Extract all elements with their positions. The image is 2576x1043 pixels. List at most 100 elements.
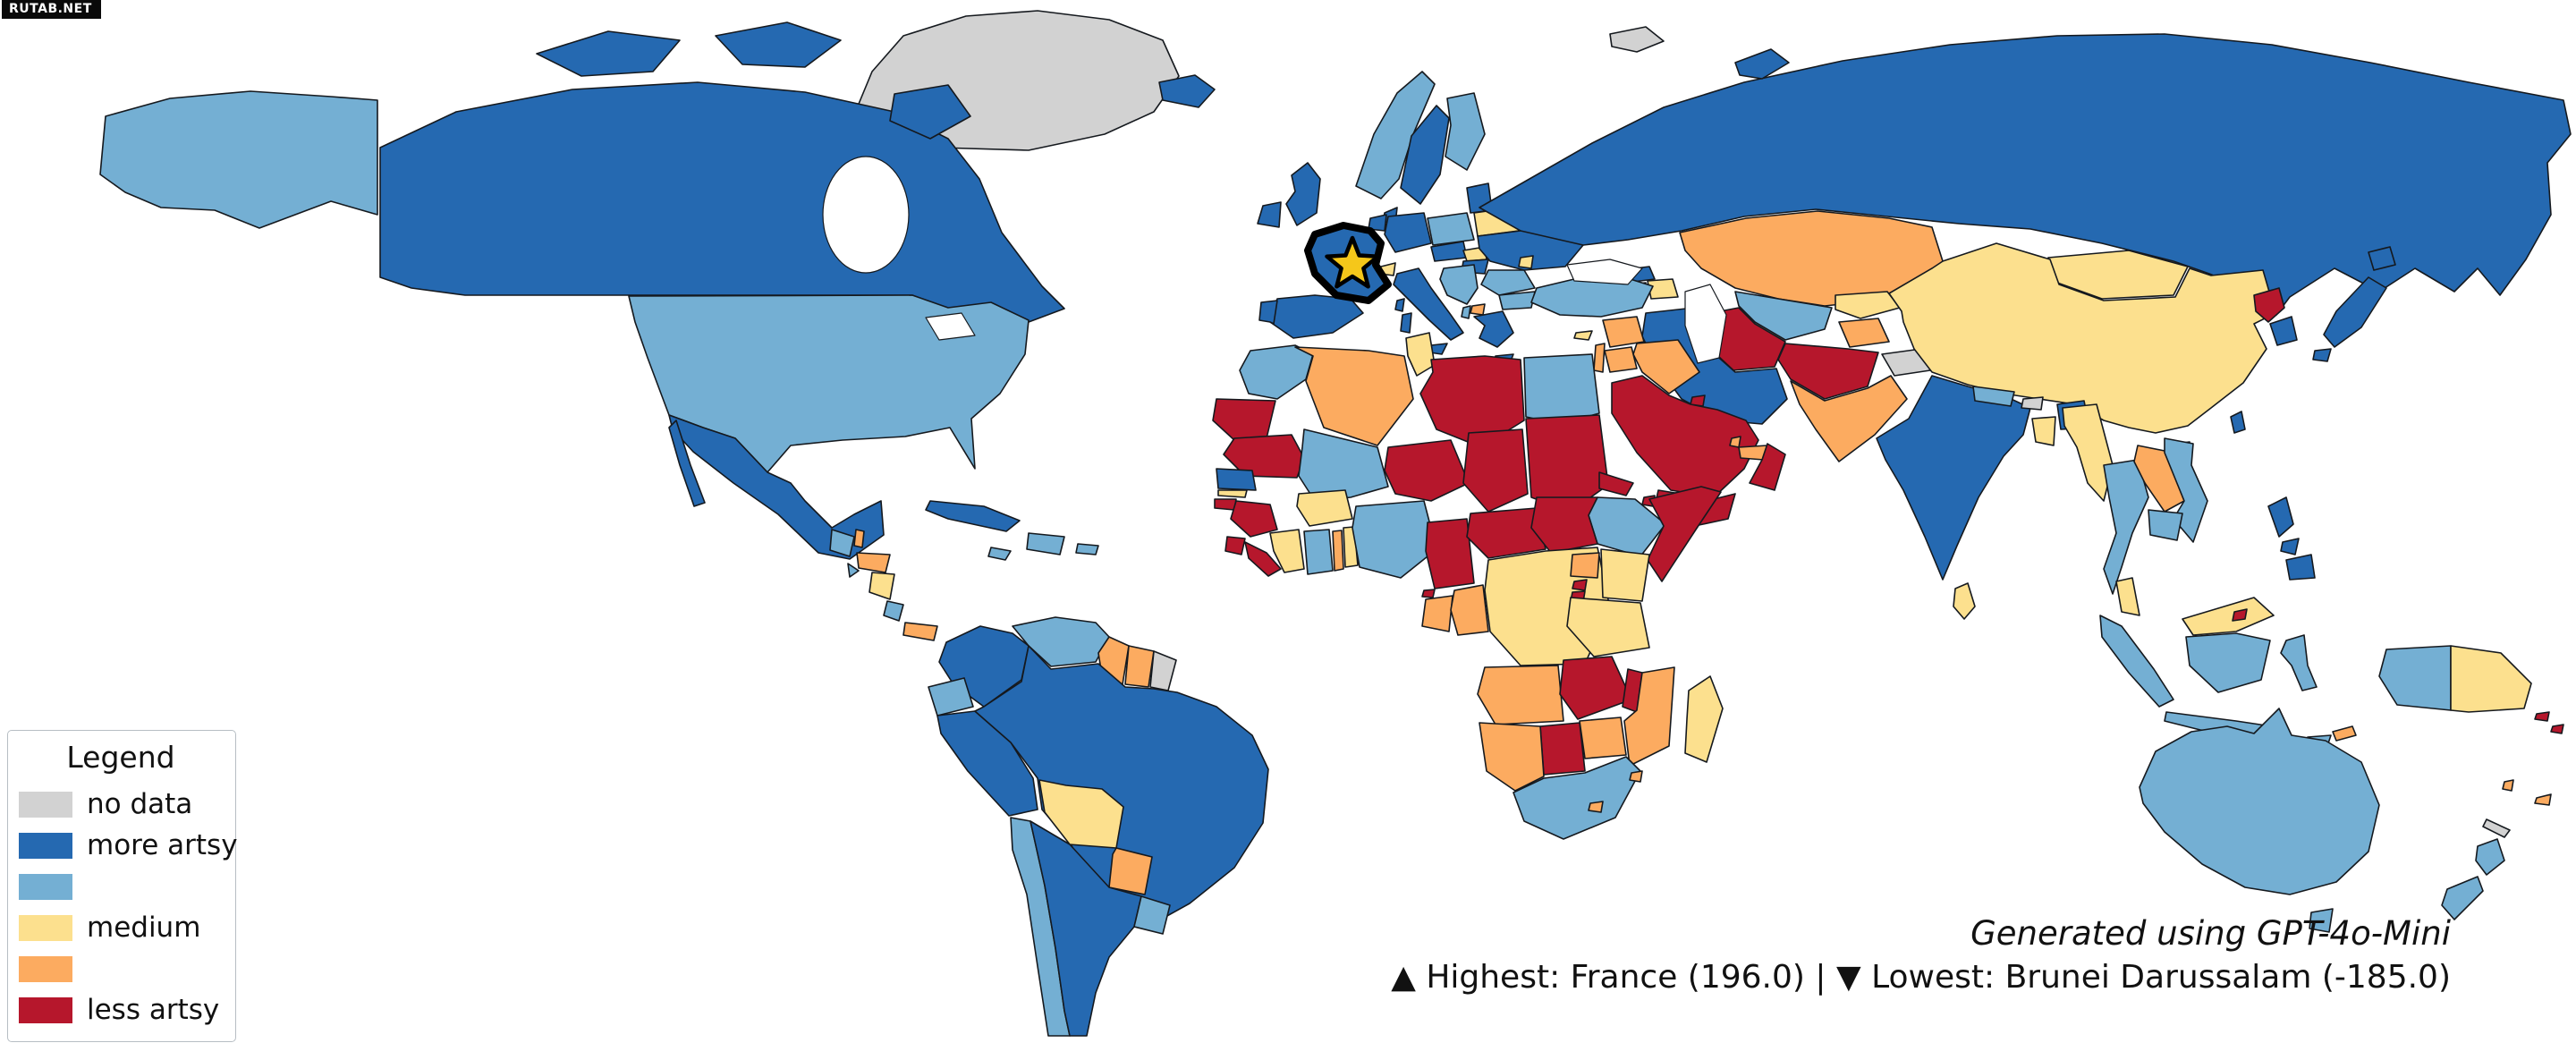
- country-iceland: [1158, 74, 1216, 108]
- country-kyrgyzstan: [1835, 291, 1901, 319]
- country-oman: [1749, 443, 1786, 491]
- country-uzbekistan: [1734, 291, 1833, 341]
- country-western-balkans: [1439, 264, 1479, 305]
- country-solomon-islands-1: [2534, 711, 2550, 722]
- country-syria: [1602, 316, 1645, 348]
- country-qatar: [1729, 436, 1741, 448]
- country-canada-arctic-2: [715, 21, 842, 68]
- country-romania: [1480, 269, 1536, 296]
- country-new-caledonia: [2482, 818, 2511, 838]
- country-india: [1876, 375, 2031, 581]
- country-lesotho: [1588, 801, 1604, 813]
- country-canada-baffin: [889, 84, 971, 140]
- country-botswana: [1539, 722, 1586, 776]
- hudson-bay: [822, 156, 910, 274]
- country-moldova: [1518, 255, 1534, 269]
- legend-label-medium: medium: [87, 912, 201, 944]
- legend-swatch-medium: [19, 914, 72, 941]
- great-lakes: [925, 312, 976, 341]
- legend-row-somewhat-artsy: [19, 866, 223, 907]
- country-kenya: [1600, 548, 1650, 602]
- country-liberia: [1244, 541, 1282, 577]
- country-guatemala: [829, 529, 855, 557]
- country-svalbard: [1609, 26, 1665, 53]
- country-ecuador: [928, 677, 974, 717]
- country-bhutan: [2021, 396, 2044, 411]
- country-bolivia: [1038, 779, 1124, 849]
- country-vanuatu: [2502, 779, 2514, 792]
- legend-row-no-data: no data: [19, 784, 223, 825]
- country-central-african-republic: [1466, 507, 1546, 559]
- country-tasmania: [2309, 908, 2334, 933]
- country-pakistan: [1790, 375, 1908, 462]
- country-algeria: [1294, 346, 1414, 446]
- country-fiji: [2534, 793, 2552, 806]
- country-costa-rica: [883, 600, 904, 622]
- country-taiwan: [2230, 411, 2246, 434]
- country-cambodia: [2148, 509, 2183, 541]
- watermark-badge: RUTAB.NET: [2, 0, 101, 19]
- country-portugal: [1258, 300, 1278, 325]
- country-mauritania: [1223, 434, 1305, 479]
- country-sierra-leone: [1224, 536, 1246, 555]
- country-paraguay: [1108, 847, 1153, 895]
- country-japan-hokkaido: [2368, 246, 2396, 271]
- country-finland: [1445, 92, 1486, 171]
- country-greece: [1473, 310, 1514, 348]
- country-poland: [1427, 212, 1475, 246]
- country-honduras: [856, 552, 891, 573]
- country-east-timor: [2332, 725, 2357, 742]
- country-japan-honshu: [2323, 276, 2387, 348]
- country-philippines-visayas: [2280, 538, 2300, 555]
- country-australia: [2139, 708, 2380, 895]
- country-japan-kyushu: [2312, 348, 2332, 362]
- watermark-text: RUTAB.NET: [9, 2, 92, 16]
- country-novaya-zemlya: [1734, 48, 1790, 80]
- country-united-kingdom: [1285, 162, 1321, 226]
- country-equatorial-guinea: [1421, 589, 1436, 598]
- country-benelux: [1368, 214, 1387, 232]
- country-bangladesh: [2031, 416, 2056, 446]
- country-cyprus: [1573, 330, 1593, 341]
- legend-row-medium: medium: [19, 907, 223, 948]
- country-madagascar: [1684, 675, 1724, 763]
- caspian-sea: [1684, 284, 1727, 364]
- country-uganda: [1570, 552, 1600, 579]
- country-eswatini: [1629, 770, 1643, 783]
- country-puerto-rico: [1075, 543, 1099, 555]
- country-norway: [1355, 71, 1436, 199]
- legend-swatch-somewhat-artsy: [19, 873, 72, 900]
- country-indonesia-sulawesi: [2280, 634, 2318, 691]
- country-guinea: [1230, 500, 1278, 538]
- legend-swatch-somewhat-less-artsy: [19, 955, 72, 982]
- country-north-macedonia: [1470, 303, 1486, 316]
- country-south-sudan: [1530, 496, 1598, 554]
- legend-row-less-artsy: less artsy: [19, 989, 223, 1030]
- legend-row-more-artsy: more artsy: [19, 825, 238, 866]
- legend-swatch-more-artsy: [19, 832, 72, 859]
- country-sardinia: [1400, 312, 1412, 334]
- legend-label-no-data: no data: [87, 788, 193, 820]
- country-canada-arctic-1: [536, 30, 681, 77]
- country-egypt: [1523, 353, 1600, 425]
- highest-country-star-icon: [1325, 235, 1380, 289]
- country-germany: [1384, 212, 1432, 253]
- country-jamaica: [987, 547, 1012, 561]
- country-sweden: [1400, 105, 1450, 205]
- country-niger: [1384, 439, 1470, 502]
- country-brunei: [2232, 608, 2248, 622]
- country-uruguay: [1133, 895, 1171, 935]
- country-zambia: [1559, 656, 1632, 720]
- country-belize: [853, 529, 865, 548]
- country-morocco: [1239, 344, 1314, 400]
- country-nicaragua: [869, 572, 895, 600]
- country-burkina-faso: [1296, 489, 1353, 527]
- country-panama: [902, 622, 938, 641]
- country-eritrea: [1598, 471, 1634, 496]
- country-suriname: [1124, 645, 1155, 688]
- country-new-zealand-south: [2441, 876, 2484, 920]
- country-philippines-luzon: [2267, 496, 2294, 538]
- country-papua-new-guinea: [2450, 645, 2532, 713]
- country-new-zealand-north: [2475, 838, 2505, 876]
